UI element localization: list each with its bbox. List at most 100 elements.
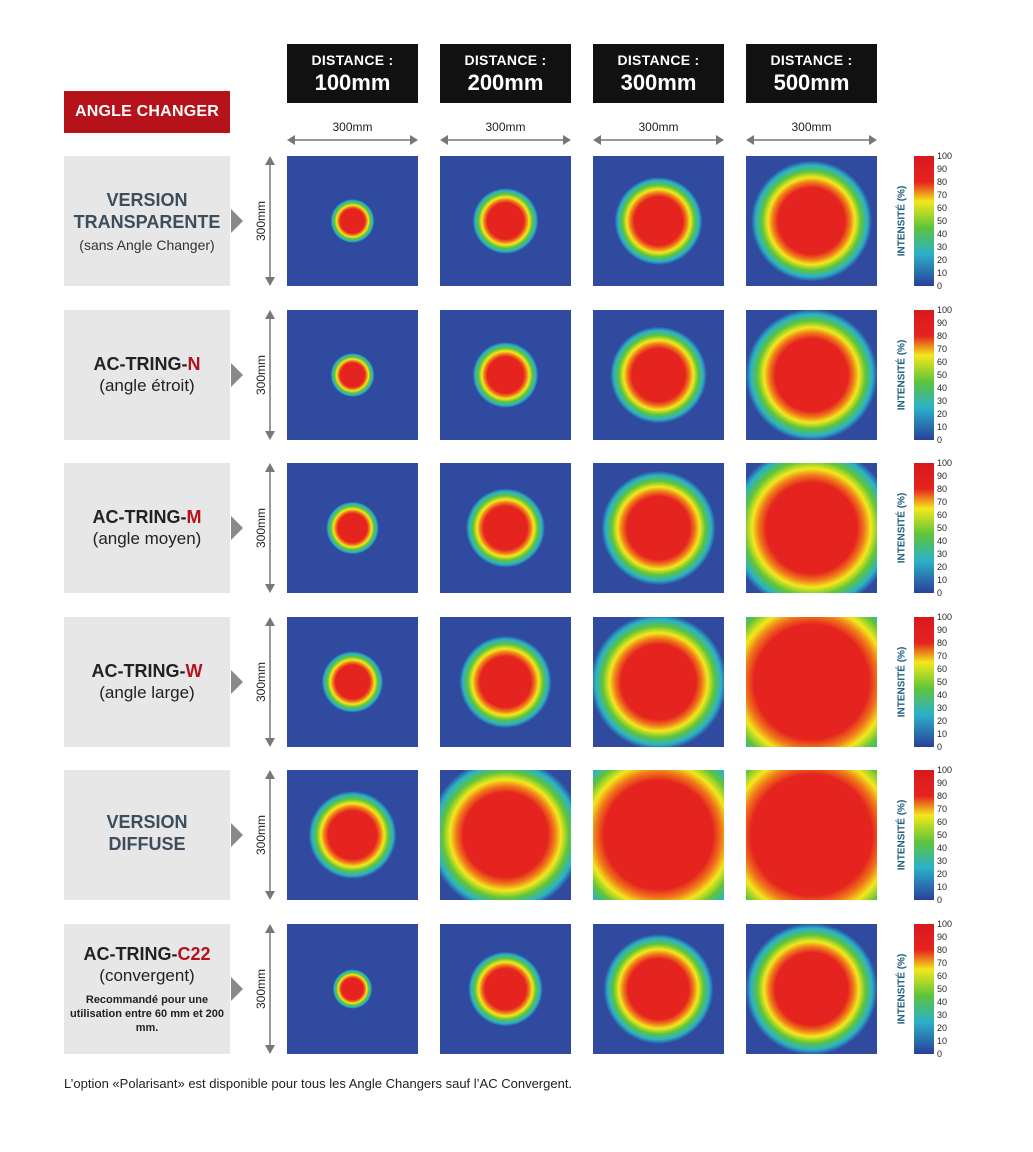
scale-tick-label: 60 bbox=[937, 971, 948, 981]
scale-tick-label: 30 bbox=[937, 703, 948, 713]
scale-tick-label: 20 bbox=[937, 716, 948, 726]
heat-spot bbox=[593, 310, 724, 440]
scale-tick-label: 80 bbox=[937, 177, 948, 187]
triangle-right-icon bbox=[230, 516, 244, 540]
scale-tick-label: 0 bbox=[937, 588, 943, 598]
column-header-300mm: DISTANCE : 300mm bbox=[593, 44, 724, 103]
scale-tick-label: 0 bbox=[937, 895, 943, 905]
scale-tick-label: 60 bbox=[937, 203, 948, 213]
intensity-map bbox=[440, 924, 571, 1054]
intensity-color-scale bbox=[914, 617, 934, 747]
column-header-100mm: DISTANCE : 100mm bbox=[287, 44, 418, 103]
heat-spot bbox=[287, 617, 418, 747]
row-title-accent: M bbox=[186, 507, 202, 527]
scale-tick-label: 100 bbox=[937, 765, 953, 775]
scale-tick-label: 80 bbox=[937, 331, 948, 341]
height-dimension: 300mm bbox=[254, 156, 282, 286]
row-title: AC-TRING-W bbox=[92, 660, 203, 682]
scale-tick-label: 30 bbox=[937, 856, 948, 866]
height-dimension: 300mm bbox=[254, 770, 282, 900]
intensity-map bbox=[593, 617, 724, 747]
scale-tick-label: 100 bbox=[937, 612, 953, 622]
double-arrow-horizontal-icon bbox=[287, 135, 418, 145]
intensity-map bbox=[746, 310, 877, 440]
intensity-color-scale bbox=[914, 770, 934, 900]
height-dimension-label: 300mm bbox=[254, 355, 268, 396]
scale-tick-label: 90 bbox=[937, 932, 948, 942]
column-header-distance: 100mm bbox=[314, 70, 391, 95]
triangle-right-icon bbox=[230, 363, 244, 387]
intensity-scale-ticks: 100 90 80 70 60 50 40 30 20 10 0 bbox=[935, 613, 975, 752]
scale-tick-label: 100 bbox=[937, 151, 953, 161]
scale-tick-label: 40 bbox=[937, 229, 948, 239]
intensity-map bbox=[287, 156, 418, 286]
scale-tick-label: 100 bbox=[937, 305, 953, 315]
height-dimension-label: 300mm bbox=[254, 662, 268, 703]
scale-tick-label: 50 bbox=[937, 830, 948, 840]
triangle-right-icon bbox=[230, 670, 244, 694]
width-dimension: 300mm bbox=[593, 120, 724, 146]
scale-tick-label: 90 bbox=[937, 164, 948, 174]
scale-tick-label: 50 bbox=[937, 370, 948, 380]
heat-spot bbox=[593, 463, 724, 593]
height-dimension: 300mm bbox=[254, 463, 282, 593]
scale-tick-label: 70 bbox=[937, 651, 948, 661]
double-arrow-horizontal-icon bbox=[593, 135, 724, 145]
intensity-scale-label: INTENSITÉ (%) bbox=[896, 646, 908, 718]
row-title-prefix: AC-TRING- bbox=[92, 507, 187, 527]
intensity-map bbox=[440, 770, 571, 900]
heat-spot bbox=[746, 310, 877, 440]
angle-changer-badge: ANGLE CHANGER bbox=[64, 91, 230, 133]
row-title: AC-TRING-C22 bbox=[83, 943, 210, 965]
heat-spot bbox=[593, 770, 724, 900]
width-dimension: 300mm bbox=[746, 120, 877, 146]
double-arrow-vertical-icon bbox=[265, 924, 275, 1054]
width-dimension-label: 300mm bbox=[638, 120, 679, 134]
heat-spot bbox=[746, 770, 877, 900]
row-title-accent: W bbox=[185, 661, 203, 681]
scale-tick-label: 80 bbox=[937, 638, 948, 648]
row-title-accent: C22 bbox=[177, 944, 211, 964]
column-header-distance: 500mm bbox=[773, 70, 850, 95]
scale-tick-label: 0 bbox=[937, 1049, 943, 1059]
intensity-map bbox=[440, 310, 571, 440]
intensity-map bbox=[746, 156, 877, 286]
scale-tick-label: 0 bbox=[937, 742, 943, 752]
height-dimension-label: 300mm bbox=[254, 201, 268, 242]
row-subtitle: (angle moyen) bbox=[92, 529, 202, 548]
badge-text: ANGLE CHANGER bbox=[75, 103, 219, 120]
column-header-label: DISTANCE : bbox=[464, 52, 547, 68]
column-header-label: DISTANCE : bbox=[770, 52, 853, 68]
row-label: VERSION DIFFUSE bbox=[64, 770, 230, 900]
column-header-distance: 300mm bbox=[620, 70, 697, 95]
scale-tick-label: 60 bbox=[937, 817, 948, 827]
double-arrow-horizontal-icon bbox=[746, 135, 877, 145]
heat-spot bbox=[746, 617, 877, 747]
row-label: VERSION TRANSPARENTE (sans Angle Changer) bbox=[64, 156, 230, 286]
scale-tick-label: 50 bbox=[937, 216, 948, 226]
heat-spot bbox=[593, 156, 724, 286]
scale-tick-label: 20 bbox=[937, 255, 948, 265]
row-subtitle: (convergent) bbox=[99, 966, 195, 985]
double-arrow-vertical-icon bbox=[265, 463, 275, 593]
scale-tick-label: 90 bbox=[937, 471, 948, 481]
scale-tick-label: 10 bbox=[937, 1036, 948, 1046]
scale-tick-label: 20 bbox=[937, 409, 948, 419]
scale-tick-label: 90 bbox=[937, 318, 948, 328]
heat-spot bbox=[440, 770, 571, 900]
intensity-map bbox=[593, 924, 724, 1054]
triangle-right-icon bbox=[230, 209, 244, 233]
intensity-map bbox=[593, 463, 724, 593]
scale-tick-label: 10 bbox=[937, 268, 948, 278]
scale-tick-label: 70 bbox=[937, 344, 948, 354]
row-subtitle: (angle large) bbox=[99, 683, 195, 702]
row-label: AC-TRING-C22 (convergent) Recommandé pour … bbox=[64, 924, 230, 1054]
scale-tick-label: 100 bbox=[937, 919, 953, 929]
column-header-200mm: DISTANCE : 200mm bbox=[440, 44, 571, 103]
height-dimension-label: 300mm bbox=[254, 508, 268, 549]
heat-spot bbox=[746, 924, 877, 1054]
scale-tick-label: 0 bbox=[937, 435, 943, 445]
scale-tick-label: 0 bbox=[937, 281, 943, 291]
row-title: AC-TRING-M bbox=[93, 506, 202, 528]
scale-tick-label: 30 bbox=[937, 396, 948, 406]
